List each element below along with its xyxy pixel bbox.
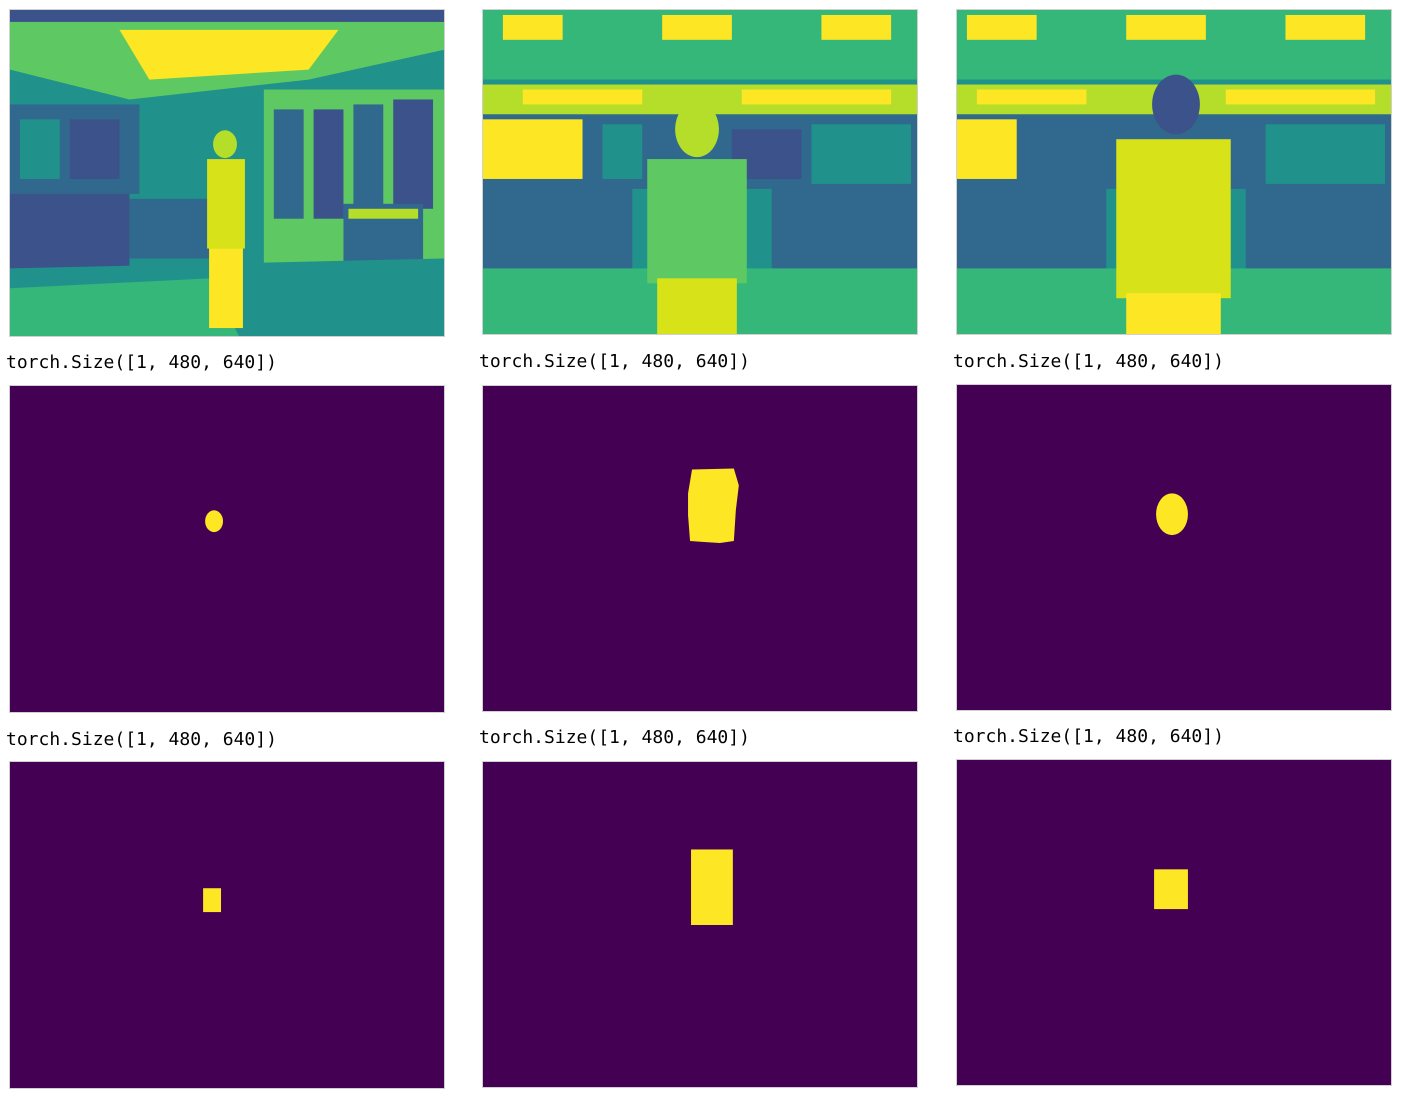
image-panel-1 xyxy=(9,9,445,337)
tensor-size-output: torch.Size([1, 480, 640]) xyxy=(953,351,1224,372)
mask-panel-3 xyxy=(956,384,1392,711)
tensor-size-output: torch.Size([1, 480, 640]) xyxy=(953,726,1224,747)
office-scene-image-1 xyxy=(10,10,444,336)
mask-panel-2 xyxy=(482,385,918,712)
segmentation-mask-3 xyxy=(957,385,1391,710)
bbox-mask-panel-2 xyxy=(482,761,918,1088)
bounding-box-mask-1 xyxy=(10,762,444,1088)
mask-panel-1 xyxy=(9,385,445,713)
office-scene-image-3 xyxy=(957,10,1391,334)
bounding-box-mask-2 xyxy=(483,762,917,1087)
tensor-size-output: torch.Size([1, 480, 640]) xyxy=(6,352,277,373)
office-scene-image-2 xyxy=(483,10,917,334)
bbox-mask-panel-3 xyxy=(956,759,1392,1086)
tensor-size-output: torch.Size([1, 480, 640]) xyxy=(479,727,750,748)
image-panel-3 xyxy=(956,9,1392,335)
bounding-box-mask-3 xyxy=(957,760,1391,1085)
tensor-size-output: torch.Size([1, 480, 640]) xyxy=(6,729,277,750)
segmentation-mask-2 xyxy=(483,386,917,711)
tensor-size-output: torch.Size([1, 480, 640]) xyxy=(479,351,750,372)
image-panel-2 xyxy=(482,9,918,335)
segmentation-mask-1 xyxy=(10,386,444,712)
bbox-mask-panel-1 xyxy=(9,761,445,1089)
